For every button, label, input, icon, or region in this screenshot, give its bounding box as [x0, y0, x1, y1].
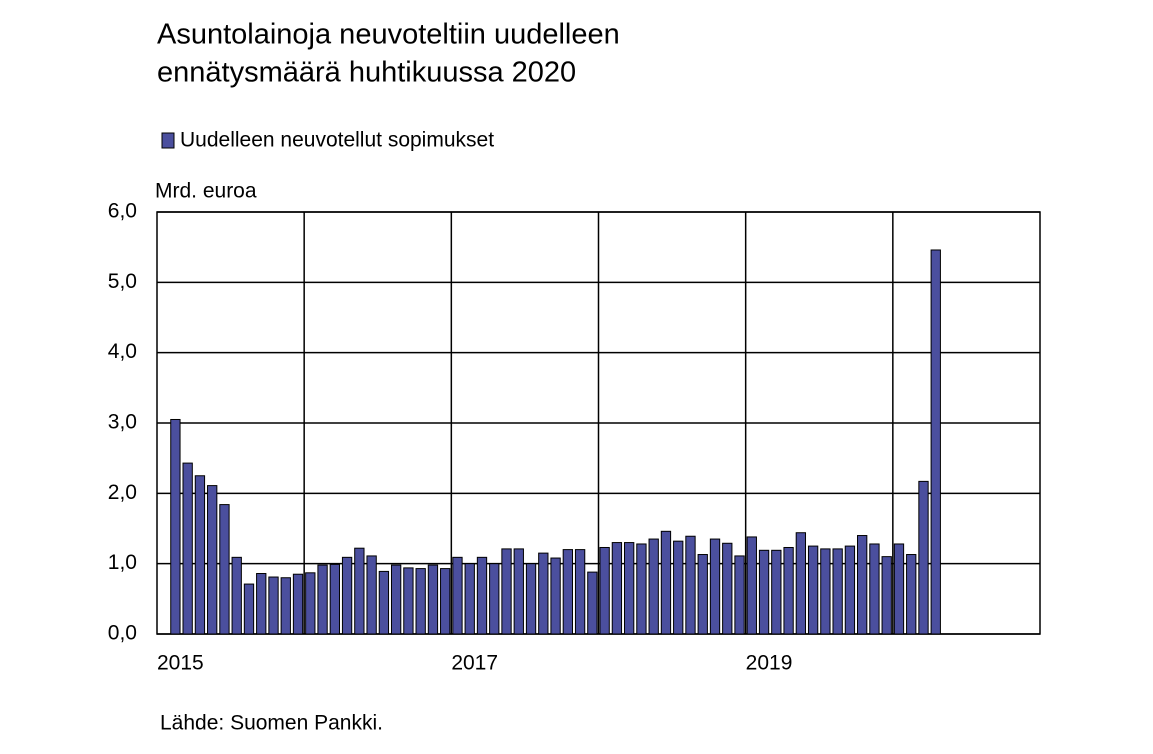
- bar: [746, 536, 757, 635]
- bar: [906, 554, 917, 635]
- legend-swatch: [161, 132, 175, 149]
- bar: [722, 542, 733, 635]
- bar: [182, 462, 193, 635]
- y-tick-label: 1,0: [108, 551, 137, 574]
- bar: [930, 249, 941, 635]
- bar: [280, 577, 291, 635]
- y-tick-label: 2,0: [108, 481, 137, 504]
- bar: [501, 548, 512, 635]
- x-tick-label: 2017: [451, 652, 498, 675]
- legend-label: Uudelleen neuvotellut sopimukset: [180, 129, 494, 152]
- bar: [758, 549, 770, 635]
- bar: [881, 556, 892, 635]
- y-axis-title: Mrd. euroa: [155, 180, 257, 203]
- bar: [354, 547, 365, 635]
- bar: [390, 564, 402, 635]
- y-tick-label: 5,0: [108, 270, 137, 293]
- bar: [194, 475, 206, 635]
- bar: [219, 504, 230, 635]
- bar: [709, 538, 721, 635]
- bar: [452, 556, 463, 635]
- bar: [697, 554, 708, 635]
- bar: [427, 564, 439, 635]
- bar: [795, 532, 807, 635]
- bar: [378, 570, 390, 635]
- bar: [807, 545, 819, 635]
- x-tick-label: 2019: [746, 652, 793, 675]
- bar: [844, 545, 856, 635]
- y-tick-label: 3,0: [108, 411, 137, 434]
- bar: [525, 563, 537, 635]
- bar: [440, 568, 451, 635]
- plot-frame: [156, 211, 1041, 635]
- bar: [869, 543, 880, 635]
- y-tick-label: 6,0: [108, 200, 137, 223]
- bar: [366, 555, 377, 635]
- bar: [857, 535, 868, 635]
- bar: [611, 542, 623, 635]
- y-tick-label: 4,0: [108, 340, 137, 363]
- bar: [292, 573, 304, 635]
- bar: [464, 563, 475, 635]
- bar: [623, 542, 635, 635]
- bar: [685, 535, 696, 635]
- bar: [562, 549, 574, 635]
- bar: [918, 480, 929, 635]
- bar: [415, 568, 426, 635]
- bar: [256, 573, 267, 635]
- bar: [599, 546, 610, 635]
- bar: [648, 538, 659, 635]
- bar: [170, 418, 181, 635]
- chart-title: ennätysmäärä huhtikuussa 2020: [157, 57, 576, 89]
- bar: [550, 557, 561, 635]
- bar: [403, 567, 414, 635]
- bar: [231, 556, 242, 635]
- bar: [893, 543, 905, 635]
- bar: [489, 563, 500, 635]
- bar: [673, 540, 684, 635]
- bar: [734, 555, 745, 635]
- bar: [538, 552, 549, 635]
- bar: [243, 583, 255, 635]
- chart-title: Asuntolainoja neuvoteltiin uudelleen: [157, 19, 620, 51]
- bar: [820, 548, 831, 635]
- bar: [587, 571, 598, 635]
- bar: [341, 556, 353, 635]
- bar: [574, 549, 586, 635]
- bar: [476, 556, 488, 635]
- bar: [207, 485, 218, 635]
- bar: [268, 576, 279, 635]
- bar: [832, 548, 843, 635]
- y-tick-label: 0,0: [108, 622, 137, 645]
- bar: [771, 549, 782, 635]
- bar: [513, 548, 524, 635]
- bar: [783, 546, 794, 635]
- x-tick-label: 2015: [157, 652, 204, 675]
- bar: [305, 572, 316, 635]
- bar: [660, 530, 672, 635]
- bar: [329, 563, 340, 635]
- bar: [317, 564, 328, 635]
- bar: [636, 543, 647, 635]
- source: Lähde: Suomen Pankki.: [160, 712, 383, 735]
